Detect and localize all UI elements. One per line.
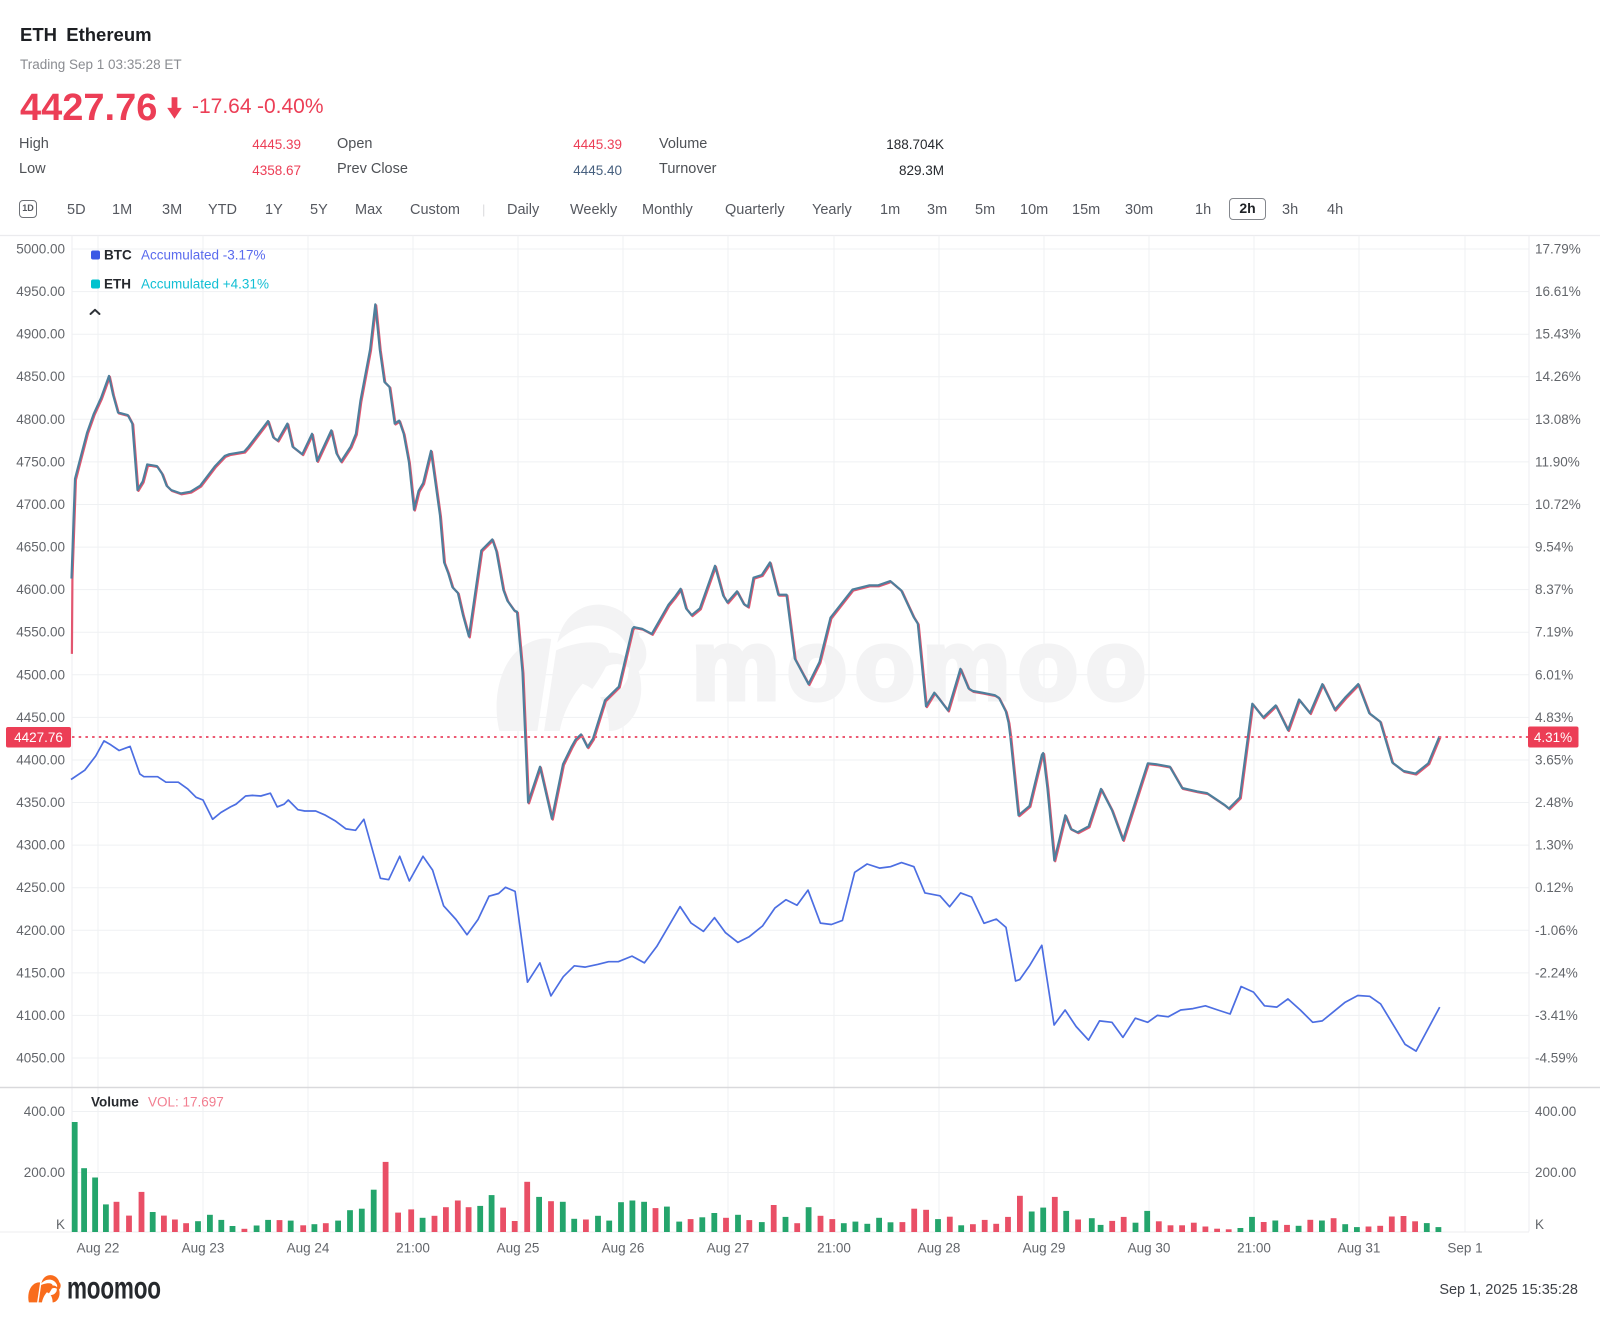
svg-text:21:00: 21:00 xyxy=(817,1241,851,1256)
svg-text:11.90%: 11.90% xyxy=(1535,454,1580,469)
svg-text:400.00: 400.00 xyxy=(1535,1104,1576,1119)
svg-text:16.61%: 16.61% xyxy=(1535,284,1581,299)
svg-text:21:00: 21:00 xyxy=(396,1241,430,1256)
svg-text:Volume: Volume xyxy=(91,1095,139,1110)
svg-text:Aug 24: Aug 24 xyxy=(287,1241,330,1256)
svg-text:10.72%: 10.72% xyxy=(1535,497,1581,512)
svg-text:3.65%: 3.65% xyxy=(1535,753,1573,768)
svg-text:4350.00: 4350.00 xyxy=(16,795,65,810)
svg-text:Aug 29: Aug 29 xyxy=(1023,1241,1066,1256)
svg-text:4500.00: 4500.00 xyxy=(16,667,65,682)
svg-text:4150.00: 4150.00 xyxy=(16,965,65,980)
svg-text:4550.00: 4550.00 xyxy=(16,625,65,640)
svg-text:Aug 28: Aug 28 xyxy=(918,1241,961,1256)
svg-text:4427.76: 4427.76 xyxy=(14,730,63,745)
svg-text:-2.24%: -2.24% xyxy=(1535,965,1578,980)
svg-text:4250.00: 4250.00 xyxy=(16,880,65,895)
svg-text:-3.41%: -3.41% xyxy=(1535,1008,1578,1023)
svg-text:4050.00: 4050.00 xyxy=(16,1051,65,1066)
svg-text:6.01%: 6.01% xyxy=(1535,667,1573,682)
svg-text:14.26%: 14.26% xyxy=(1535,369,1581,384)
svg-text:17.79%: 17.79% xyxy=(1535,242,1581,257)
svg-text:Aug 27: Aug 27 xyxy=(707,1241,750,1256)
svg-text:200.00: 200.00 xyxy=(24,1165,65,1180)
svg-text:Sep 1: Sep 1 xyxy=(1447,1241,1482,1256)
svg-text:400.00: 400.00 xyxy=(24,1104,65,1119)
svg-text:4200.00: 4200.00 xyxy=(16,923,65,938)
svg-text:-1.06%: -1.06% xyxy=(1535,923,1578,938)
svg-text:9.54%: 9.54% xyxy=(1535,540,1573,555)
svg-text:4450.00: 4450.00 xyxy=(16,710,65,725)
svg-text:BTC: BTC xyxy=(104,248,132,263)
svg-text:15.43%: 15.43% xyxy=(1535,327,1581,342)
svg-text:4.31%: 4.31% xyxy=(1534,730,1572,745)
svg-text:0.12%: 0.12% xyxy=(1535,880,1573,895)
svg-text:5000.00: 5000.00 xyxy=(16,242,65,257)
svg-text:K: K xyxy=(56,1217,65,1232)
svg-text:Accumulated +4.31%: Accumulated +4.31% xyxy=(141,277,269,292)
svg-text:4900.00: 4900.00 xyxy=(16,327,65,342)
svg-text:4950.00: 4950.00 xyxy=(16,284,65,299)
svg-text:Aug 26: Aug 26 xyxy=(602,1241,645,1256)
svg-text:4650.00: 4650.00 xyxy=(16,540,65,555)
svg-text:Aug 30: Aug 30 xyxy=(1128,1241,1171,1256)
svg-text:4100.00: 4100.00 xyxy=(16,1008,65,1023)
svg-text:Aug 25: Aug 25 xyxy=(497,1241,540,1256)
svg-text:200.00: 200.00 xyxy=(1535,1165,1576,1180)
svg-text:13.08%: 13.08% xyxy=(1535,412,1581,427)
svg-text:4700.00: 4700.00 xyxy=(16,497,65,512)
svg-text:VOL: 17.697: VOL: 17.697 xyxy=(148,1095,224,1110)
svg-text:4400.00: 4400.00 xyxy=(16,753,65,768)
svg-text:4800.00: 4800.00 xyxy=(16,412,65,427)
svg-text:Aug 22: Aug 22 xyxy=(77,1241,120,1256)
svg-text:4600.00: 4600.00 xyxy=(16,582,65,597)
svg-text:ETH: ETH xyxy=(104,277,131,292)
svg-text:Aug 31: Aug 31 xyxy=(1338,1241,1381,1256)
svg-text:7.19%: 7.19% xyxy=(1535,625,1573,640)
svg-text:Accumulated -3.17%: Accumulated -3.17% xyxy=(141,248,266,263)
svg-text:-4.59%: -4.59% xyxy=(1535,1051,1578,1066)
svg-text:4300.00: 4300.00 xyxy=(16,838,65,853)
svg-text:K: K xyxy=(1535,1217,1544,1232)
svg-text:Aug 23: Aug 23 xyxy=(182,1241,225,1256)
svg-text:2.48%: 2.48% xyxy=(1535,795,1573,810)
svg-text:4750.00: 4750.00 xyxy=(16,454,65,469)
svg-text:4.83%: 4.83% xyxy=(1535,710,1573,725)
svg-text:21:00: 21:00 xyxy=(1237,1241,1271,1256)
svg-text:1.30%: 1.30% xyxy=(1535,838,1573,853)
svg-text:8.37%: 8.37% xyxy=(1535,582,1573,597)
svg-text:4850.00: 4850.00 xyxy=(16,369,65,384)
